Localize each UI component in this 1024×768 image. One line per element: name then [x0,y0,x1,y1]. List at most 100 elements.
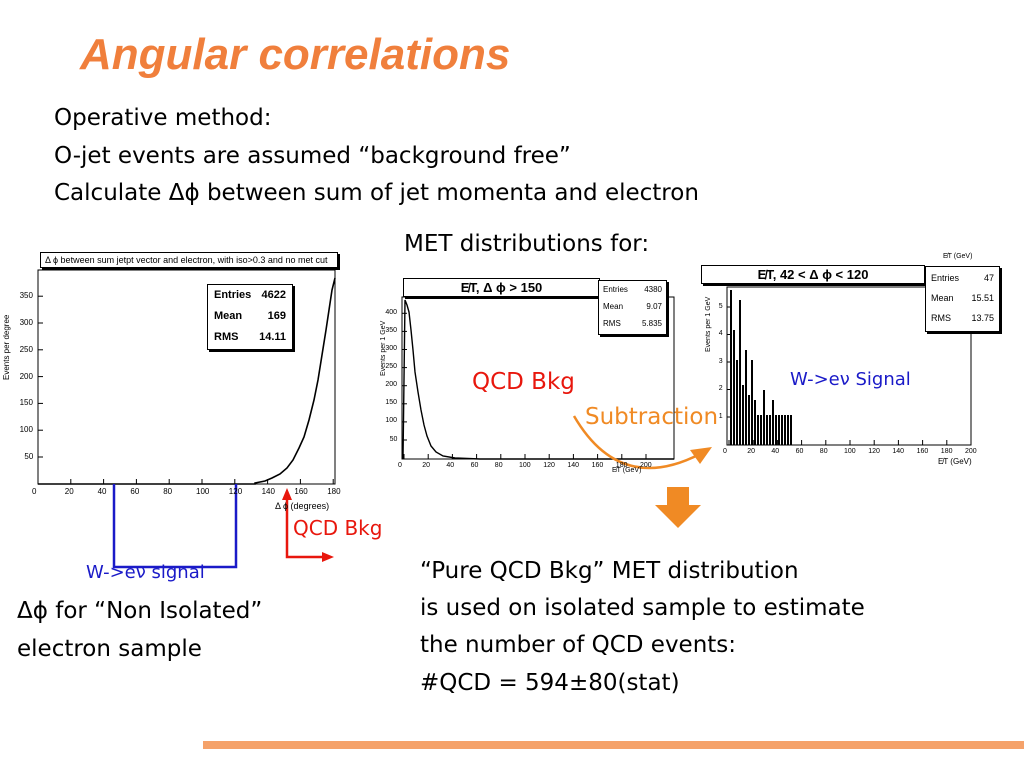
left-histogram [38,277,336,485]
conclusion-line-2: is used on isolated sample to estimate [420,595,865,621]
x-tick-label: 100 [519,462,531,469]
met-label: MET distributions for: [404,231,650,257]
histogram-bar [763,390,765,445]
histogram-bar [769,415,771,445]
histogram-bar [751,360,753,445]
histogram-bar [790,415,792,445]
histogram-bar [766,415,768,445]
middle-plot-xlabel: E̸T (GeV) [612,467,642,474]
footer-bar [203,741,1024,749]
right-plot-ticks [727,306,972,445]
histogram-bar [739,300,741,445]
subtraction-arrow-head [690,447,712,464]
histogram-bar [745,350,747,445]
y-tick-label: 350 [385,326,398,334]
qcd-bkg-label-middle: QCD Bkg [472,369,575,395]
right-plot-title: E̸T, 42 < Δ ϕ < 120 [701,265,925,284]
histogram-bar [775,415,777,445]
x-tick-label: 100 [196,487,210,496]
left-plot-title: Δ ϕ between sum jetpt vector and electro… [40,252,338,268]
method-line-3: Calculate Δϕ between sum of jet momenta … [54,180,699,206]
histogram-bar [742,385,744,445]
down-arrow-body [667,487,689,505]
middle-plot-title: E̸T, Δ ϕ > 150 [403,278,600,297]
histogram-bar [784,415,786,445]
qcd-region-bracket [285,492,330,559]
conclusion-line-4: #QCD = 594±80(stat) [420,670,680,696]
y-tick-label: 250 [19,344,33,354]
conclusion-line-3: the number of QCD events: [420,632,737,658]
histogram-bar [754,400,756,445]
x-tick-label: 80 [494,462,503,469]
left-caption-line-2: electron sample [17,636,202,662]
x-tick-label: 80 [819,448,828,455]
w-signal-bracket [112,484,238,569]
x-tick-label: 140 [261,487,275,496]
x-tick-label: 20 [422,462,430,469]
y-tick-label: 200 [385,381,398,389]
x-tick-label: 180 [327,487,341,496]
left-plot-ylabel: Events per degree [2,314,11,380]
x-tick-label: 40 [771,448,780,455]
down-arrow-head [655,505,701,528]
x-tick-label: 80 [163,487,173,496]
histogram-bar [757,415,759,445]
x-tick-label: 160 [294,487,308,496]
x-tick-label: 140 [892,448,905,455]
x-tick-label: 60 [795,448,804,455]
histogram-bar [733,330,735,445]
left-plot-stats: Entries 4622 Mean 169 RMS 14.11 [207,284,293,350]
histogram-bar [748,395,750,445]
x-tick-label: 20 [747,448,755,455]
x-tick-label: 20 [64,487,74,496]
x-tick-label: 0 [398,462,402,469]
y-tick-label: 250 [385,363,398,371]
histogram-bar [730,290,732,445]
histogram-bar [781,415,783,445]
y-tick-label: 200 [19,371,33,381]
qcd-arrow-head-up [282,488,292,500]
y-tick-label: 3 [718,357,723,365]
x-tick-label: 200 [965,448,977,455]
subtraction-label: Subtraction [585,404,719,430]
right-plot-ylabel: Events per 1 GeV [705,296,712,352]
y-tick-label: 50 [389,435,398,443]
left-plot-xlabel: Δ ϕ (degrees) [275,501,330,511]
subtraction-curve [572,415,701,470]
x-tick-label: 160 [916,448,929,455]
right-plot-top-label: E̸T (GeV) [943,253,973,260]
w-signal-label-right: W->eν Signal [790,369,911,390]
x-tick-label: 160 [591,462,604,469]
x-tick-label: 100 [844,448,856,455]
y-tick-label: 300 [385,345,398,352]
y-tick-label: 400 [385,308,398,316]
x-tick-label: 0 [723,448,727,455]
x-tick-label: 120 [543,462,555,469]
method-line-2: O-jet events are assumed “background fre… [54,143,571,169]
right-plot-stats: Entries 47 Mean 15.51 RMS 13.75 [925,266,1000,332]
x-tick-label: 140 [567,462,580,469]
conclusion-line-1: “Pure QCD Bkg” MET distribution [420,558,799,584]
y-tick-label: 50 [24,452,34,461]
x-tick-label: 40 [446,462,455,469]
histogram-bar [736,360,738,445]
x-tick-label: 60 [470,462,479,469]
x-tick-label: 180 [940,448,953,455]
x-tick-label: 40 [97,487,107,496]
y-tick-label: 350 [19,291,33,301]
x-tick-label: 120 [868,448,880,455]
x-tick-label: 180 [615,462,628,469]
x-tick-label: 120 [228,487,243,496]
qcd-arrow-head-right [322,552,334,562]
y-tick-label: 150 [19,398,33,408]
y-tick-label: 5 [718,302,723,310]
y-tick-label: 4 [718,330,723,337]
right-plot-xlabel: E̸T (GeV) [938,457,972,466]
right-histogram [730,290,792,445]
right-plot-frame [726,286,972,446]
histogram-bar [778,415,780,445]
qcd-bkg-label-left: QCD Bkg [293,516,383,540]
y-tick-label: 1 [718,412,723,420]
histogram-bar [772,400,774,445]
